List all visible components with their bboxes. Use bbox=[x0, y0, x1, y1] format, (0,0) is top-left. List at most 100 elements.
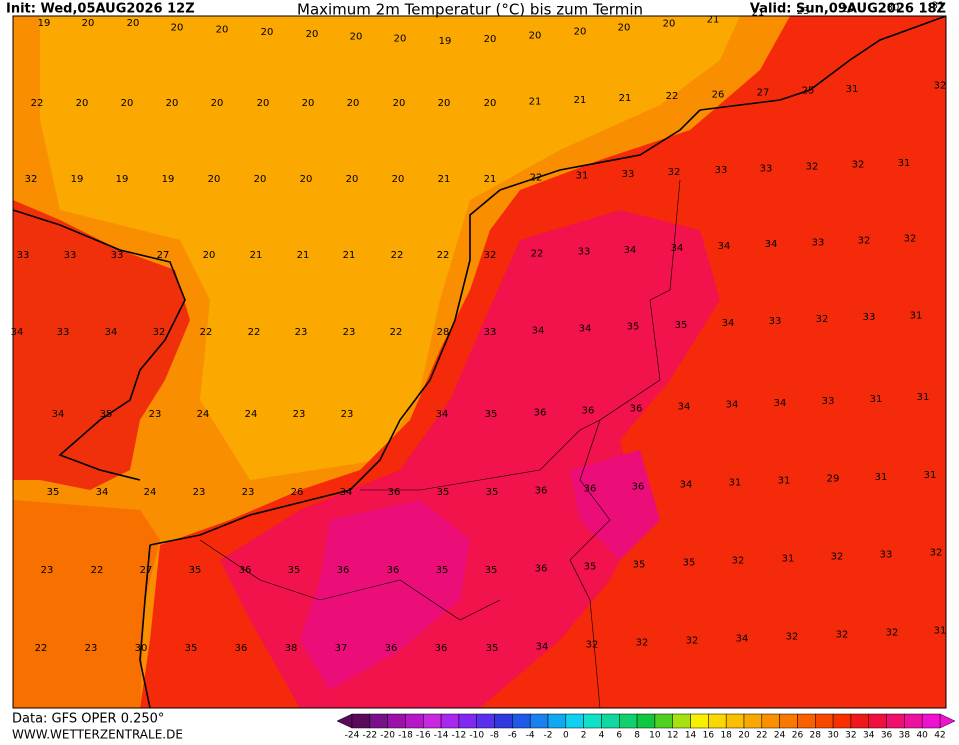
temperature-labels: 19 20 20 20 20 20 20 20 20 19 20 20 20 20 20 21 21 23 29 30… bbox=[11, 0, 947, 654]
temperature-label: 22 bbox=[31, 98, 44, 109]
temperature-label: 33 bbox=[715, 165, 728, 176]
temperature-label: 31 bbox=[917, 392, 930, 403]
temperature-label: 20 bbox=[618, 22, 631, 33]
temperature-label: 35 bbox=[486, 643, 499, 654]
temperature-label: 31 bbox=[870, 394, 883, 405]
temperature-label: 20 bbox=[438, 98, 451, 109]
temperature-label: 36 bbox=[239, 565, 252, 576]
temperature-label: 33 bbox=[17, 250, 30, 261]
temperature-label: 23 bbox=[797, 6, 810, 17]
temperature-label: 34 bbox=[678, 402, 691, 413]
temperature-label: 32 bbox=[858, 235, 871, 246]
temperature-label: 34 bbox=[624, 245, 637, 256]
temperature-label: 35 bbox=[683, 557, 696, 568]
temperature-label: 19 bbox=[162, 174, 175, 185]
temperature-label: 20 bbox=[208, 174, 221, 185]
colorbar-tick-label: 32 bbox=[845, 731, 856, 741]
colorbar-box bbox=[565, 713, 584, 729]
temperature-label: 36 bbox=[632, 481, 645, 492]
colorbar-box bbox=[547, 713, 567, 729]
temperature-label: 19 bbox=[38, 18, 51, 29]
uk-land bbox=[13, 200, 190, 490]
temperature-label: 32 bbox=[25, 174, 38, 185]
temperature-label: 33 bbox=[578, 247, 591, 258]
temperature-label: 22 bbox=[200, 327, 213, 338]
continent-coast bbox=[149, 109, 701, 546]
colorbar-box bbox=[636, 713, 656, 729]
temperature-label: 35 bbox=[633, 559, 646, 570]
init-time: Init: Wed,05AUG2026 12Z bbox=[6, 2, 195, 17]
colorbar-box bbox=[369, 713, 388, 729]
temperature-label: 32 bbox=[668, 167, 681, 178]
temperature-label: 34 bbox=[765, 239, 778, 250]
temperature-label: 24 bbox=[245, 409, 258, 420]
temperature-label: 27 bbox=[140, 565, 153, 576]
temperature-label: 34 bbox=[736, 633, 749, 644]
temperature-label: 20 bbox=[127, 18, 140, 29]
colorbar-tick-label: -18 bbox=[398, 731, 413, 741]
temperature-label: 32 bbox=[816, 314, 829, 325]
temperature-label: 38 bbox=[285, 643, 298, 654]
temperature-label: 31 bbox=[910, 310, 923, 321]
temperature-label: 21 bbox=[574, 95, 587, 106]
temperature-label: 30 bbox=[887, 2, 900, 13]
temperature-label: 32 bbox=[786, 631, 799, 642]
temperature-label: 21 bbox=[438, 174, 451, 185]
map-area: 19 20 20 20 20 20 20 20 20 19 20 20 20 20 20 21 21 23 29 30… bbox=[11, 0, 947, 709]
colorbar-tick-label: -12 bbox=[452, 731, 467, 741]
temperature-label: 31 bbox=[898, 158, 911, 169]
temperature-label: 35 bbox=[436, 565, 449, 576]
temperature-label: 31 bbox=[576, 171, 589, 182]
colorbar-box bbox=[904, 713, 923, 729]
temperature-label: 22 bbox=[437, 250, 450, 261]
temperature-label: 36 bbox=[435, 643, 448, 654]
colorbar-tick-label: 0 bbox=[563, 731, 569, 741]
temperature-label: 33 bbox=[880, 550, 893, 561]
temperature-label: 31 bbox=[932, 0, 945, 11]
colorbar: -24 -22 -20 -18 -16 -14 -12 -10 -8 -6 -4 -2 0 2 4 6 8 10 1… bbox=[336, 713, 956, 741]
temperature-label: 19 bbox=[439, 36, 452, 47]
temperature-label: 32 bbox=[886, 627, 899, 638]
colorbar-tick-label: 28 bbox=[810, 731, 822, 741]
colorbar-box bbox=[850, 713, 869, 729]
colorbar-tick-label: 22 bbox=[756, 731, 767, 741]
temperature-label: 26 bbox=[291, 487, 304, 498]
france-coast bbox=[139, 544, 151, 709]
colorbar-tick-label: -16 bbox=[416, 731, 431, 741]
temperature-label: 34 bbox=[105, 327, 118, 338]
temperature-label: 25 bbox=[802, 86, 815, 97]
temperature-label: 34 bbox=[52, 409, 65, 420]
colorbar-box bbox=[583, 713, 602, 729]
colorbar-box bbox=[797, 713, 816, 729]
temperature-label: 20 bbox=[574, 26, 587, 37]
temperature-label: 23 bbox=[41, 565, 54, 576]
colorbar-tick-label: 6 bbox=[616, 731, 622, 741]
temperature-label: 36 bbox=[337, 565, 350, 576]
temperature-label: 20 bbox=[484, 98, 497, 109]
data-source: Data: GFS OPER 0.250° bbox=[12, 712, 164, 727]
colorbar-box bbox=[405, 713, 424, 729]
temperature-label: 35 bbox=[485, 565, 498, 576]
temperature-label: 20 bbox=[350, 31, 363, 42]
temperature-label: 20 bbox=[171, 22, 184, 33]
colorbar-tick-label: 36 bbox=[881, 731, 893, 741]
temperature-label: 30 bbox=[135, 643, 148, 654]
temperature-label: 35 bbox=[584, 561, 597, 572]
border bbox=[199, 539, 501, 621]
temperature-label: 35 bbox=[675, 320, 688, 331]
temperature-label: 35 bbox=[189, 565, 202, 576]
colorbar-tick-label: -8 bbox=[490, 731, 499, 741]
temperature-label: 36 bbox=[534, 407, 547, 418]
colorbar-tick-label: 10 bbox=[649, 731, 661, 741]
temperature-label: 22 bbox=[391, 250, 404, 261]
temperature-label: 20 bbox=[82, 18, 95, 29]
colorbar-tick-label: 2 bbox=[581, 731, 587, 741]
temperature-label: 32 bbox=[153, 327, 166, 338]
temperature-label: 33 bbox=[822, 396, 835, 407]
temperature-label: 23 bbox=[85, 643, 98, 654]
temperature-label: 32 bbox=[852, 160, 865, 171]
temperature-label: 22 bbox=[248, 327, 261, 338]
colorbar-tick-label: -6 bbox=[508, 731, 517, 741]
colorbar-tick-label: -22 bbox=[362, 731, 377, 741]
temperature-label: 23 bbox=[293, 409, 306, 420]
